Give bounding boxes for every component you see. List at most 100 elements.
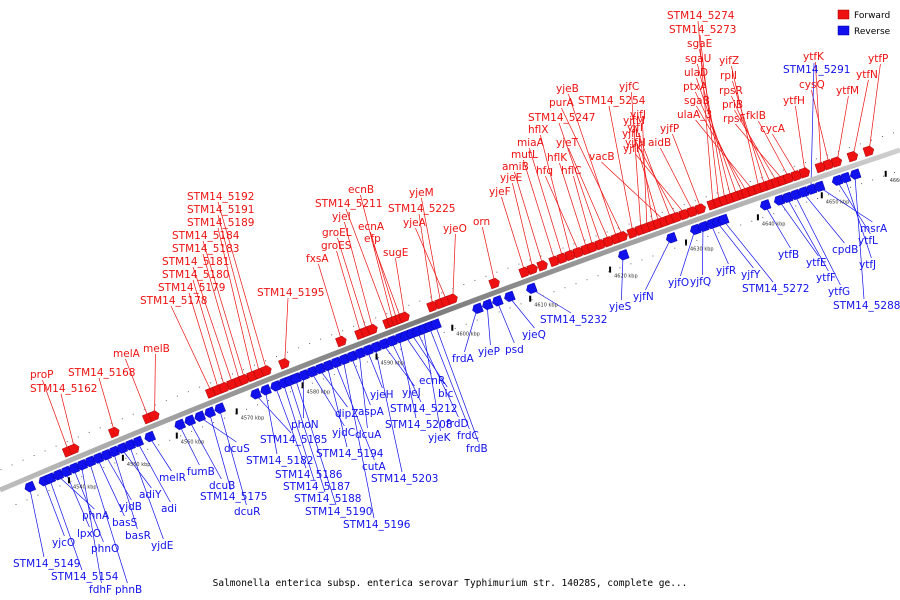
gene-feature-STM14_5232 xyxy=(526,282,538,294)
axis-minor-tick xyxy=(125,457,127,459)
gene-label-hfq: hfq xyxy=(536,165,553,177)
axis-minor-tick xyxy=(103,467,105,468)
leader-STM14_5154 xyxy=(49,478,83,571)
axis-tick-label: 4560 kbp xyxy=(181,440,205,446)
leader-basR xyxy=(113,451,138,530)
axis-minor-tick xyxy=(595,235,597,237)
gene-label-STM14_5183: STM14_5183 xyxy=(172,243,239,255)
axis-backbone xyxy=(0,147,900,493)
gene-label-STM14_5211: STM14_5211 xyxy=(315,198,382,210)
axis-minor-tick xyxy=(143,409,145,411)
axis-minor-tick xyxy=(531,299,533,301)
axis-minor-tick xyxy=(630,263,632,265)
axis-minor-tick xyxy=(180,435,182,437)
leader-STM14_5288 xyxy=(854,174,865,300)
gene-label-STM14_5188: STM14_5188 xyxy=(294,493,361,505)
axis-minor-tick xyxy=(344,369,346,371)
gene-feature-yjeO xyxy=(446,293,458,305)
axis-minor-tick xyxy=(342,330,344,332)
gene-label-cycA: cycA xyxy=(760,123,786,135)
leader-dipZ xyxy=(318,368,348,408)
gene-label-yjeI: yjeI xyxy=(332,211,351,223)
gene-label-yjcO: yjcO xyxy=(52,537,75,549)
gene-feature-yjfO xyxy=(690,223,702,235)
axis-minor-tick xyxy=(804,162,806,163)
gene-label-ecnB: ecnB xyxy=(348,184,374,196)
leader-ytfF xyxy=(786,197,829,272)
gene-label-yjeA: yjeA xyxy=(403,217,427,229)
leader-dcuS xyxy=(199,416,237,443)
axis-minor-tick xyxy=(26,499,28,501)
gene-label-yjfQ: yjfQ xyxy=(690,276,711,288)
gene-label-STM14_5208: STM14_5208 xyxy=(385,419,452,431)
gene-label-ulaA_3: ulaA_3 xyxy=(677,109,712,121)
leader-priB xyxy=(734,109,778,183)
gene-label-STM14_5272: STM14_5272 xyxy=(742,283,809,295)
gene-label-STM14_5168: STM14_5168 xyxy=(68,367,135,379)
gene-label-aidB: aidB xyxy=(648,137,671,149)
axis-minor-tick xyxy=(485,275,487,277)
gene-label-ulaD: ulaD xyxy=(684,67,708,79)
axis-minor-tick xyxy=(817,198,819,199)
gene-label-STM14_5181: STM14_5181 xyxy=(162,256,229,268)
gene-label-yjfN: yjfN xyxy=(633,291,654,303)
leader-cycA xyxy=(772,133,798,176)
gene-feature-ytfM xyxy=(830,156,843,168)
gene-label-dcuS: dcuS xyxy=(224,443,250,455)
axis-minor-tick xyxy=(606,231,608,233)
axis-minor-tick xyxy=(388,352,390,354)
axis-minor-tick xyxy=(246,408,247,410)
axis-tick-mark xyxy=(609,266,612,273)
axis-minor-tick xyxy=(837,150,839,152)
gene-label-STM14_5162: STM14_5162 xyxy=(30,383,97,395)
axis-minor-tick xyxy=(509,307,511,309)
gene-label-cysQ: cysQ xyxy=(799,79,825,91)
gene-label-orn: orn xyxy=(473,216,490,228)
axis-minor-tick xyxy=(738,184,740,186)
gene-label-ecnA: ecnA xyxy=(358,221,385,233)
legend-reverse-label: Reverse xyxy=(854,27,891,37)
gene-label-STM14_5190: STM14_5190 xyxy=(305,506,372,518)
gene-feature-yjfP xyxy=(694,203,706,215)
leader-yjeE xyxy=(512,182,534,270)
axis-minor-tick xyxy=(99,427,101,429)
gene-label-ptxA: ptxA xyxy=(683,81,708,93)
gene-label-melA: melA xyxy=(113,348,141,360)
leader-phnB xyxy=(89,461,128,584)
leader-cpdB xyxy=(802,192,845,244)
leader-yjeB xyxy=(568,93,618,239)
leader-STM14_5232 xyxy=(530,288,572,314)
axis-minor-tick xyxy=(828,194,830,196)
axis-tick-label: 4580 kbp xyxy=(307,389,331,395)
gene-label-STM14_5288: STM14_5288 xyxy=(833,300,900,312)
axis-minor-tick xyxy=(705,196,707,198)
leader-hflX xyxy=(540,134,572,256)
leader-fklB xyxy=(758,120,790,179)
axis-minor-tick xyxy=(573,243,575,245)
leader-adi xyxy=(137,441,171,503)
axis-minor-tick xyxy=(773,213,775,215)
leader-blc xyxy=(410,333,448,388)
gene-label-STM14_5186: STM14_5186 xyxy=(275,469,343,481)
leader-STM14_5178 xyxy=(170,305,212,393)
axis-minor-tick xyxy=(279,395,280,397)
gene-feature-yjeE xyxy=(526,263,538,276)
legend-reverse-swatch xyxy=(837,25,850,36)
axis-minor-tick xyxy=(608,271,610,273)
axis-minor-tick xyxy=(165,400,167,402)
leader-psd xyxy=(496,301,515,344)
leader-ecnR xyxy=(404,335,432,375)
leader-yjeQ xyxy=(508,296,535,329)
gene-feature-ytfJ xyxy=(839,171,852,184)
gene-label-STM14_5232: STM14_5232 xyxy=(540,314,607,326)
gene-feature-ytfP xyxy=(862,145,875,157)
axis-minor-tick xyxy=(114,462,116,464)
leader-vacB xyxy=(601,161,666,222)
axis-minor-tick xyxy=(850,186,852,188)
axis-minor-tick xyxy=(727,188,729,190)
leader-purA xyxy=(561,107,624,237)
gene-label-yjfI: yjfI xyxy=(627,122,643,134)
gene-label-STM14_5274: STM14_5274 xyxy=(667,10,735,22)
leader-sugE xyxy=(395,257,406,317)
gene-features xyxy=(24,145,875,493)
